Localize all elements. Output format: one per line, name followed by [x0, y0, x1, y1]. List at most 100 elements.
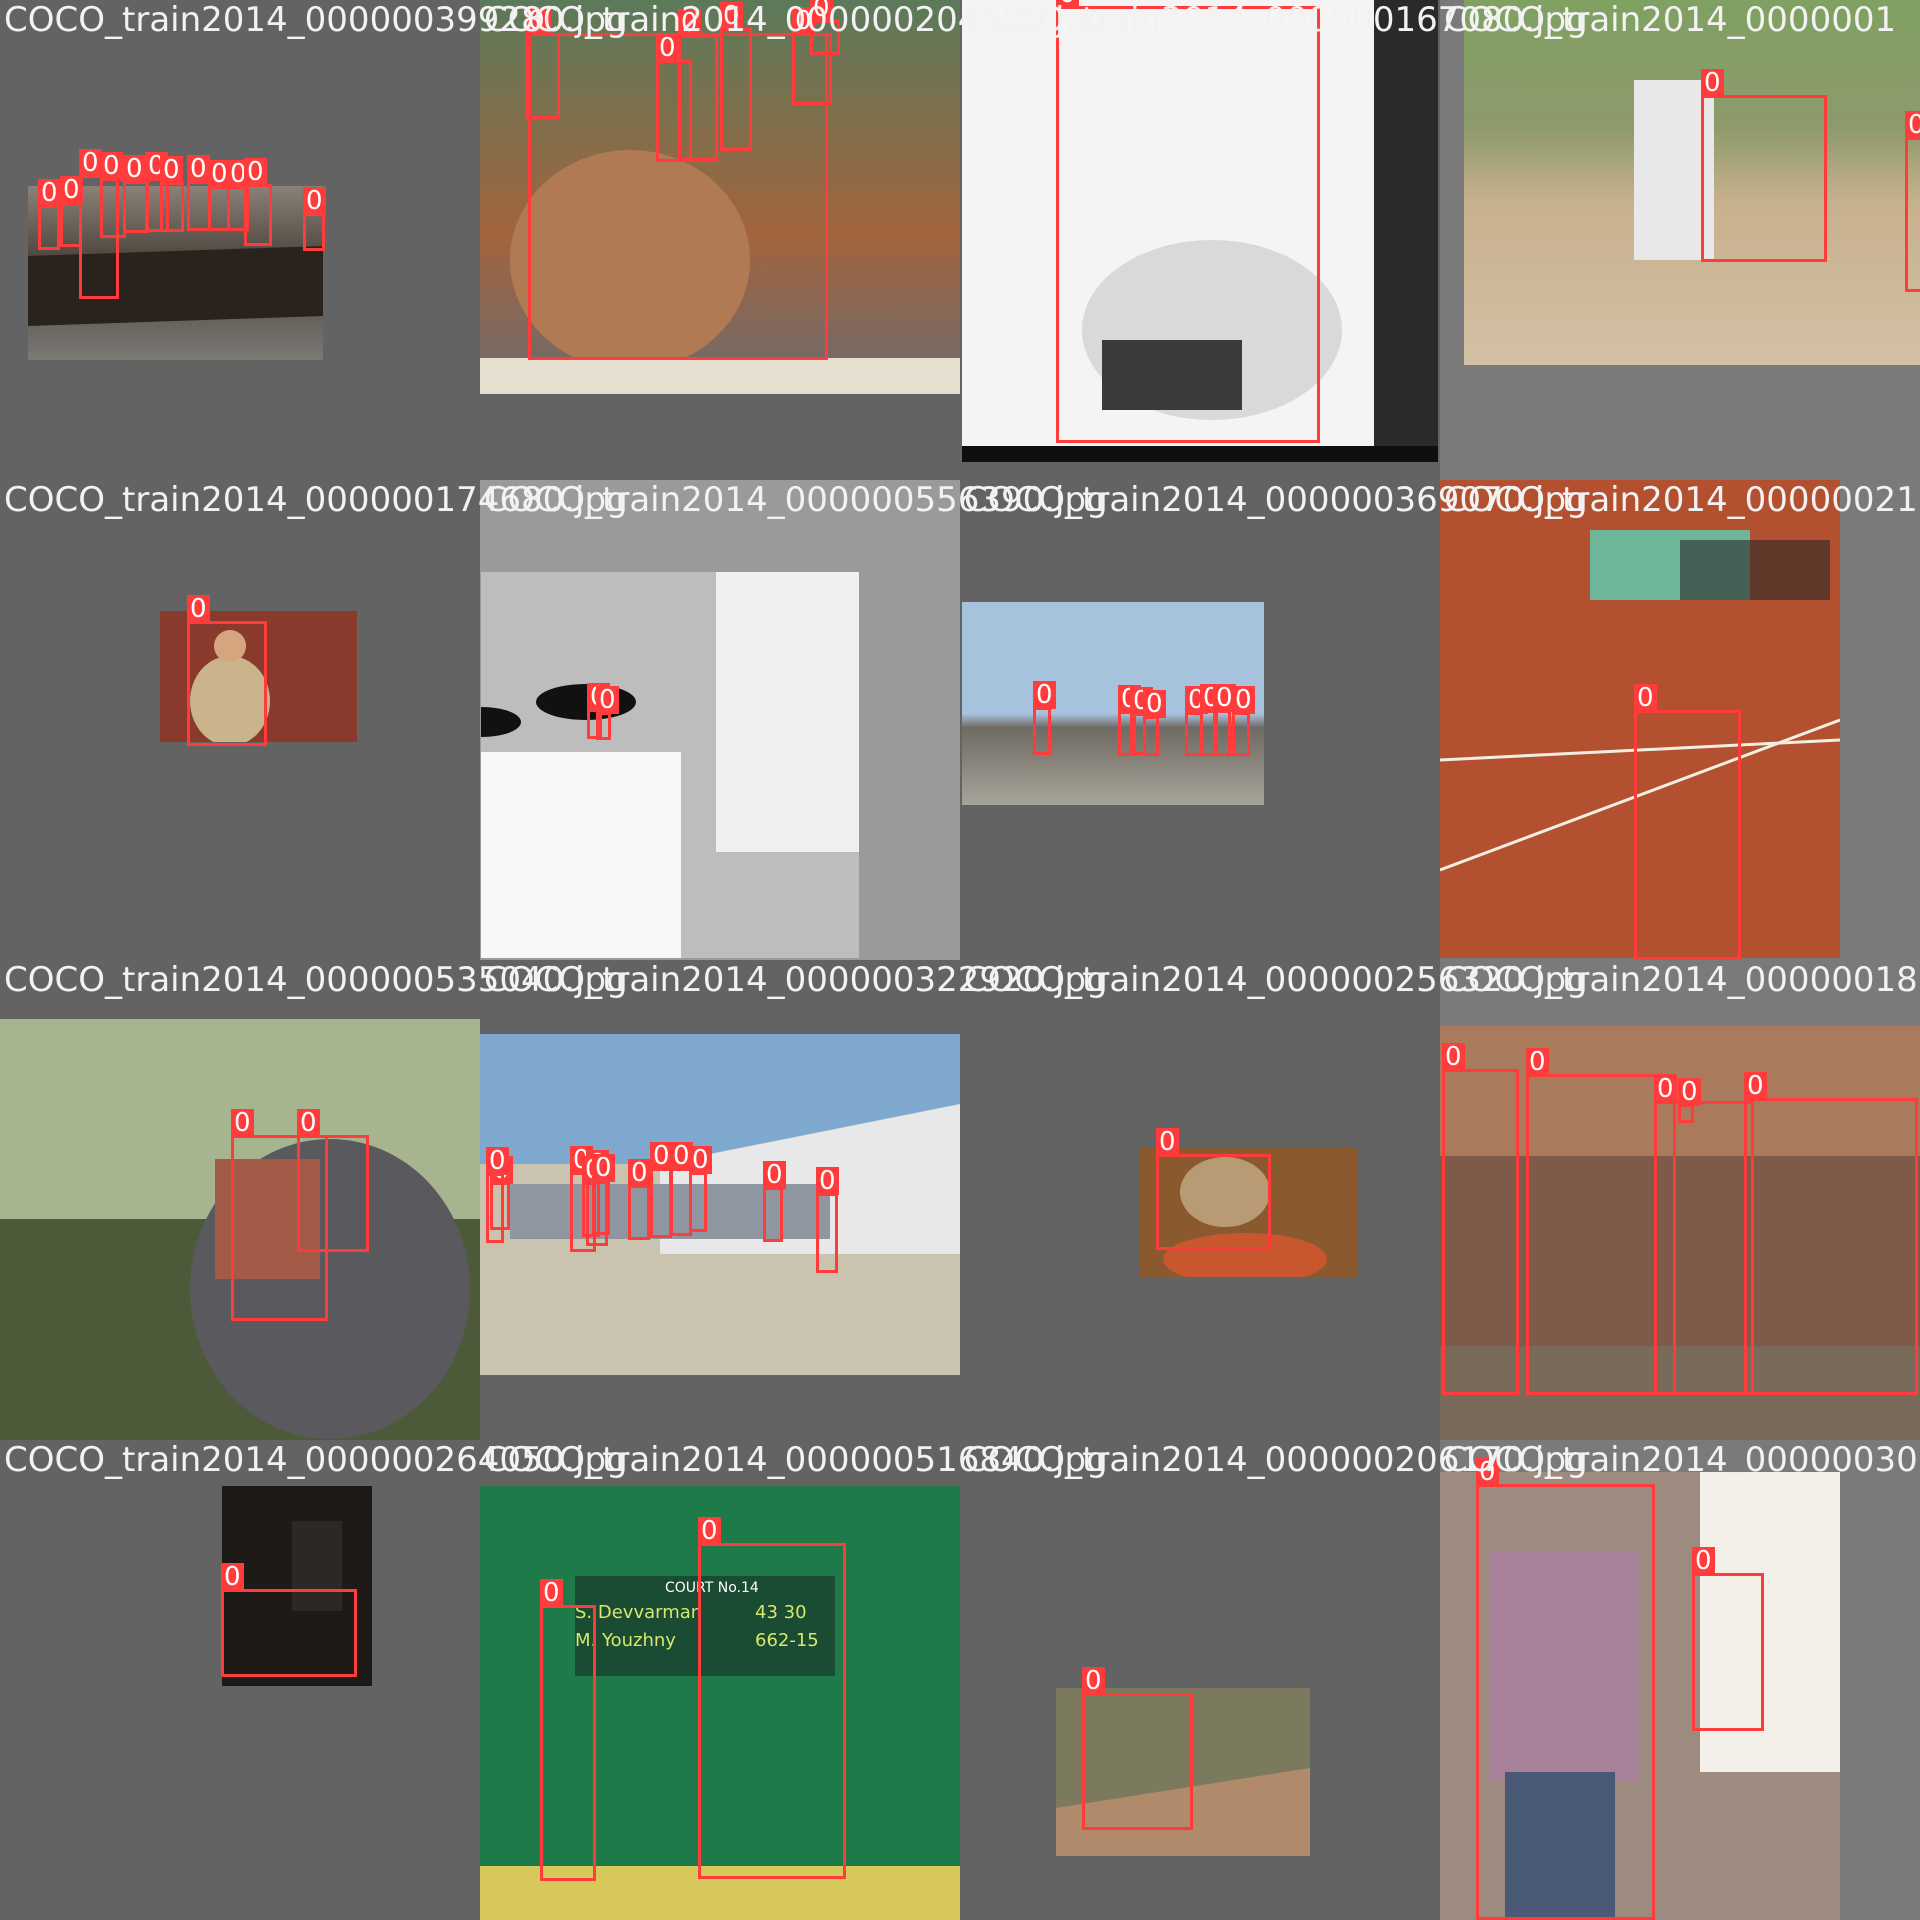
bbox: 0: [221, 1563, 357, 1677]
tile-photo: [1440, 480, 1840, 958]
bbox-label: 0: [160, 156, 183, 184]
bbox-label: 0: [720, 2, 743, 30]
mosaic-tile: 0 0: [480, 480, 960, 960]
bbox: 0: [650, 1142, 673, 1238]
bbox-label: 0: [628, 1159, 651, 1187]
tile-filename: COCO_train2014_000000516840.jpg: [484, 1440, 1108, 1480]
bbox: 0: [1033, 681, 1056, 755]
tile-filename: COCO_train2014_000000322920.jpg: [484, 960, 1108, 1000]
bbox: 0: [763, 1161, 786, 1242]
mosaic-tile: 0 0: [1440, 0, 1920, 480]
tile-photo: [481, 572, 859, 958]
bbox-label: 0: [1143, 690, 1166, 718]
bbox: 0: [303, 187, 326, 251]
bbox: 0: [689, 1146, 712, 1232]
bbox-label: 0: [1692, 1547, 1715, 1575]
bbox-label: 0: [303, 187, 326, 215]
bbox: 0: [1143, 690, 1166, 756]
mosaic-tile: 0: [0, 1440, 480, 1920]
bbox: 0: [810, 0, 840, 55]
mosaic-tile: 0 0 0 0 0 0 0 0 0 0 0 0: [0, 0, 480, 480]
mosaic-tile: 0 0 0 0 0 0 0: [480, 0, 960, 480]
bbox-label: 0: [792, 7, 815, 35]
bbox-label: 0: [297, 1109, 320, 1137]
bbox-label: 0: [816, 1167, 839, 1195]
bbox: 0: [244, 158, 272, 246]
bbox-label: 0: [592, 1154, 615, 1182]
tile-photo: [480, 0, 960, 394]
mosaic-tile: 0 0 0 0 0: [1440, 960, 1920, 1440]
bbox: 0: [720, 2, 752, 151]
scoreboard-row2-name: M. Youzhny: [575, 1630, 676, 1651]
bbox-label: 0: [187, 595, 210, 623]
bbox-label: 0: [100, 152, 123, 180]
scoreboard-row2-score: 662-15: [755, 1630, 819, 1651]
tile-filename: COCO_train2014_00000018: [1444, 960, 1918, 1000]
scoreboard-row1-score: 43 30: [755, 1602, 807, 1623]
bbox: 0: [38, 179, 61, 250]
bbox: 0: [297, 1109, 369, 1252]
bbox: 0: [1232, 686, 1255, 756]
bbox-label: 0: [1476, 1458, 1499, 1486]
bbox: 0: [596, 686, 619, 740]
mosaic-tile: 0 0 0 0 0 0 0 0: [960, 480, 1440, 960]
tile-filename: COCO_train2014_000000256320.jpg: [964, 960, 1588, 1000]
bbox: 0: [231, 1109, 328, 1321]
mosaic-tile: COURT No.14 S. Devvarman 43 30 M. Youzhn…: [480, 1440, 960, 1920]
bbox-label: 0: [1678, 1078, 1701, 1106]
bbox-label: 0: [1634, 684, 1657, 712]
tile-filename: COCO_train2014_000000167080.jpg: [964, 0, 1588, 40]
bbox: 0: [1056, 0, 1320, 443]
bbox-label: 0: [1744, 1072, 1767, 1100]
bbox: 0: [540, 1579, 596, 1881]
mosaic-tile: 0: [960, 0, 1440, 480]
tile-filename: COCO_train2014_000000556390.jpg: [484, 480, 1108, 520]
bbox: 0: [1701, 69, 1827, 262]
mosaic-tile: 0: [1440, 480, 1920, 960]
tile-photo: [1464, 0, 1920, 365]
bbox-label: 0: [486, 1147, 509, 1175]
bbox-label: 0: [123, 155, 146, 183]
bbox-label: 0: [670, 1142, 693, 1170]
bbox-label: 0: [79, 149, 102, 177]
bbox: 0: [1744, 1072, 1918, 1395]
bbox: 0: [160, 156, 184, 232]
bbox-label: 0: [38, 179, 61, 207]
tile-filename: COCO_train2014_000000204500.jpg: [484, 0, 1108, 40]
bbox-label: 0: [525, 7, 548, 35]
bbox-label: 0: [227, 160, 250, 188]
bbox: 0: [1082, 1667, 1193, 1830]
mosaic-tile: 0 0 0 0 0 0 0 0 0 0 0 0: [480, 960, 960, 1440]
mosaic-tile: 0 0: [1440, 1440, 1920, 1920]
bbox: 0: [227, 160, 250, 231]
scoreboard: COURT No.14 S. Devvarman 43 30 M. Youzhn…: [575, 1580, 835, 1680]
bbox-label: 0: [60, 176, 83, 204]
tile-filename: COCO_train2014_000000264050.jpg: [4, 1440, 628, 1480]
bbox: 0: [656, 34, 692, 162]
bbox: 0: [698, 1517, 846, 1879]
bbox-label: 0: [810, 0, 833, 22]
bbox: 0: [1634, 684, 1741, 960]
bbox-label: 0: [1213, 684, 1236, 712]
bbox-label: 0: [763, 1161, 786, 1189]
mosaic-tile: 0: [960, 1440, 1440, 1920]
scoreboard-court: COURT No.14: [665, 1580, 759, 1596]
bbox: 0: [486, 1147, 509, 1243]
bbox: 0: [592, 1154, 615, 1235]
tile-filename: COCO_train2014_000000399280.jpg: [4, 0, 628, 40]
tile-filename: COCO_train2014_000000369070.jpg: [964, 480, 1588, 520]
bbox: 0: [1654, 1075, 1754, 1395]
bbox-label: 0: [689, 1146, 712, 1174]
bbox-label: 0: [678, 9, 701, 37]
scoreboard-row1-name: S. Devvarman: [575, 1602, 703, 1623]
bbox-label: 0: [1526, 1048, 1549, 1076]
tile-filename: COCO_train2014_000000206170.jpg: [964, 1440, 1588, 1480]
tile-photo: [28, 186, 323, 360]
tile-photo: [1140, 1147, 1358, 1277]
bbox-label: 0: [231, 1109, 254, 1137]
bbox: 0: [1442, 1043, 1519, 1395]
bbox: 0: [678, 9, 718, 161]
tile-filename: COCO_train2014_000000174680.jpg: [4, 480, 628, 520]
bbox-label: 0: [1033, 681, 1056, 709]
